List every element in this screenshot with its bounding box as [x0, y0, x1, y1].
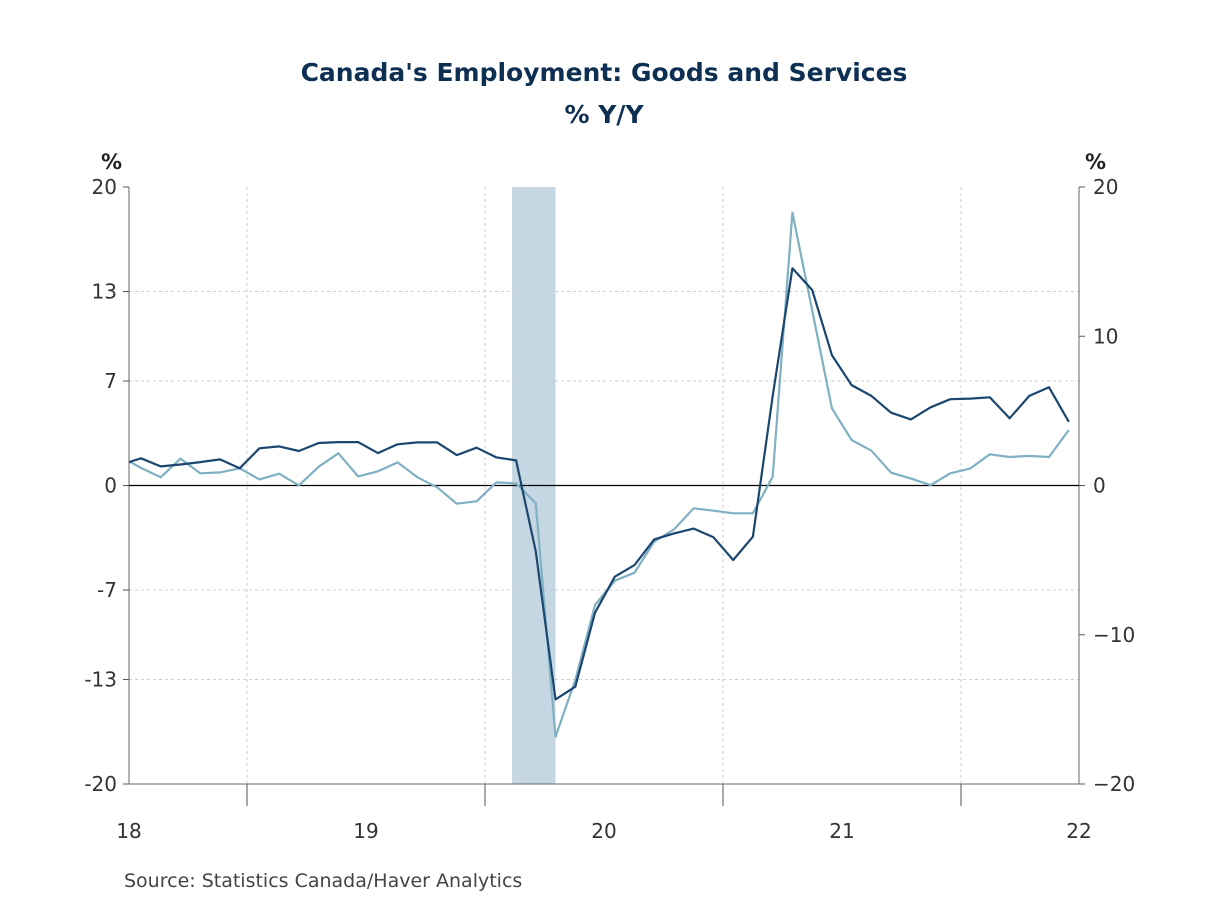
right-tick-label: −10	[1093, 623, 1135, 647]
left-axis-unit: %	[101, 150, 123, 174]
left-tick-label: -20	[84, 772, 117, 796]
right-tick-label: 10	[1093, 324, 1118, 348]
left-tick-label: 20	[92, 175, 117, 199]
left-tick-label: 7	[104, 369, 117, 393]
x-tick-label: 22	[1066, 819, 1091, 843]
right-tick-label: 0	[1093, 474, 1106, 498]
series-line-dark	[129, 267, 1070, 701]
right-axis-unit: %	[1085, 150, 1107, 174]
x-tick-label: 20	[591, 819, 616, 843]
source-note: Source: Statistics Canada/Haver Analytic…	[124, 870, 523, 892]
chart-subtitle: % Y/Y	[564, 100, 644, 129]
left-tick-label: 13	[92, 279, 117, 303]
x-tick-label: 21	[829, 819, 854, 843]
left-tick-label: -13	[84, 668, 117, 692]
series-line-light	[129, 211, 1070, 738]
left-tick-label: 0	[104, 474, 117, 498]
right-tick-label: −20	[1093, 772, 1135, 796]
right-tick-label: 20	[1093, 175, 1118, 199]
x-tick-label: 19	[353, 819, 378, 843]
chart-title: Canada's Employment: Goods and Services	[300, 58, 908, 87]
x-tick-label: 18	[116, 819, 141, 843]
left-tick-label: -7	[97, 578, 117, 602]
